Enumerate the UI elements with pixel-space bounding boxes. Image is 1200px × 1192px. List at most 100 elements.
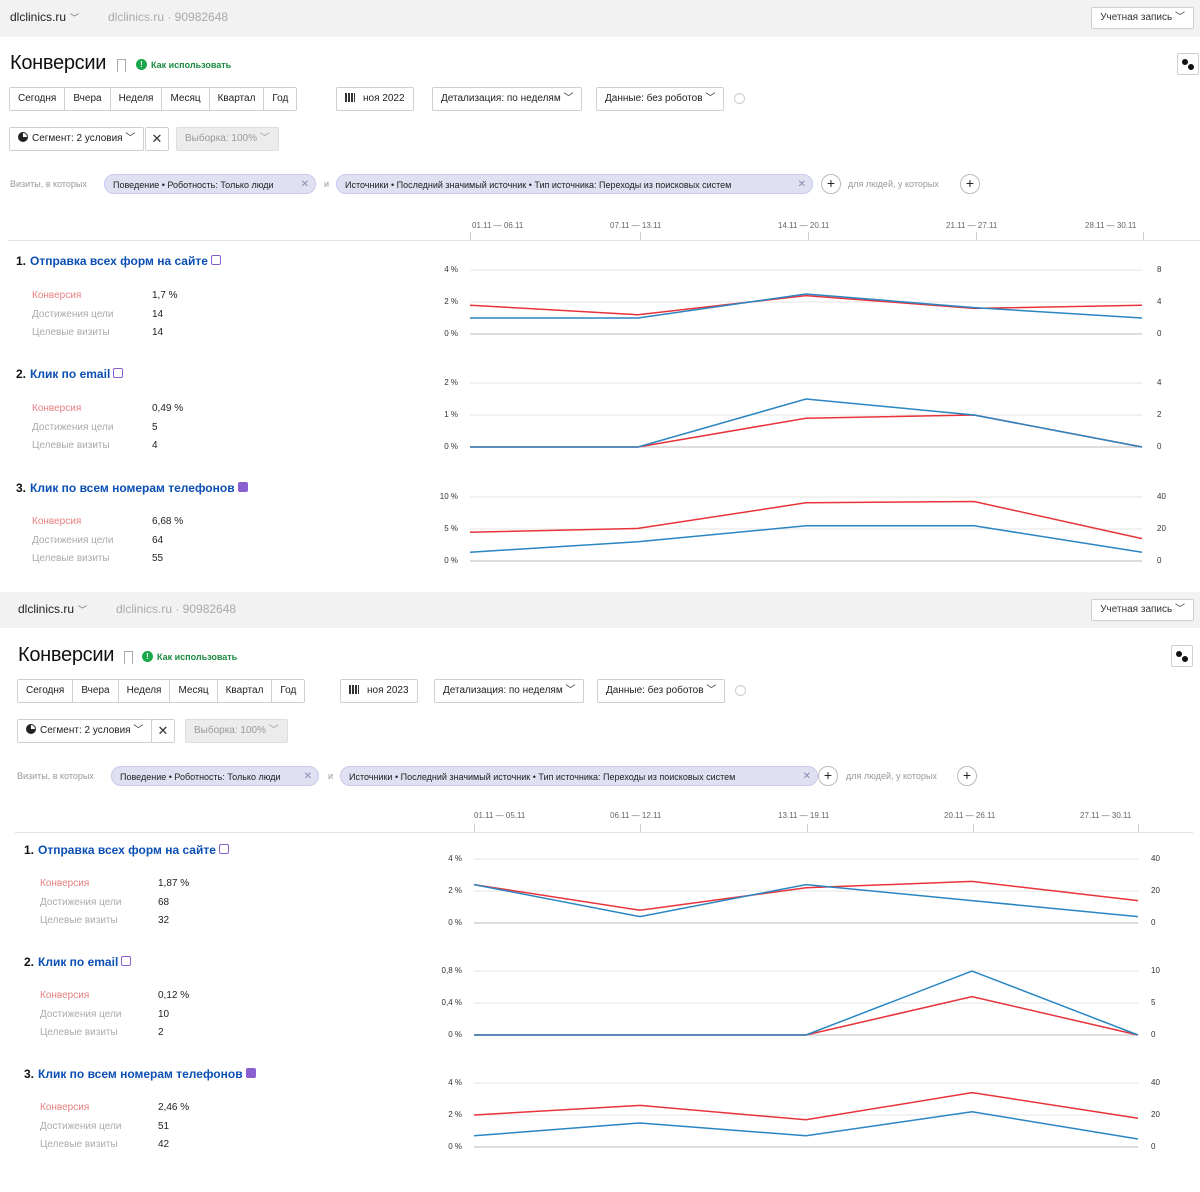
metric-value: 32 — [158, 915, 170, 926]
period-week[interactable]: Неделя — [111, 88, 163, 110]
account-label: Учетная запись — [1100, 604, 1173, 615]
info-icon[interactable] — [734, 93, 745, 104]
week-label: 01.11 — 05.11 — [474, 811, 526, 820]
add-visit-filter-button[interactable]: + — [821, 174, 841, 194]
week-tick — [973, 824, 974, 832]
week-tick — [1143, 232, 1144, 240]
goal-title[interactable]: 3. Клик по всем номерам телефонов — [16, 481, 248, 495]
page-title: Конверсии — [10, 52, 107, 74]
add-people-filter-button[interactable]: + — [957, 766, 977, 786]
period-year[interactable]: Год — [272, 93, 289, 104]
conversion-line — [470, 414, 1143, 448]
bookmark-icon[interactable] — [117, 59, 126, 72]
help-icon[interactable]: ! — [142, 651, 153, 662]
account-button[interactable]: Учетная запись ﹀ — [1091, 599, 1194, 621]
metric-label: Достижения цели — [32, 534, 114, 546]
period-today[interactable]: Сегодня — [18, 680, 74, 702]
period-today[interactable]: Сегодня — [10, 88, 66, 110]
settings-button[interactable] — [1171, 645, 1193, 667]
bookmark-icon[interactable] — [124, 651, 133, 664]
period-yesterday[interactable]: Вчера — [65, 88, 111, 110]
metric-label: Конверсия — [32, 290, 82, 301]
email-icon — [113, 368, 124, 378]
add-people-filter-button[interactable]: + — [960, 174, 980, 194]
close-icon[interactable]: ✕ — [797, 179, 806, 190]
detail-dropdown[interactable]: Детализация: по неделям ﹀ — [434, 679, 585, 703]
visits-label: Визиты, в которых — [10, 179, 87, 189]
chevron-down-icon: ﹀ — [259, 133, 270, 144]
goal-title[interactable]: 1. Отправка всех форм на сайте — [24, 843, 229, 857]
chevron-down-icon: ﹀ — [565, 685, 576, 696]
site-name: dlclinics.ru — [10, 10, 67, 24]
segment-close-button[interactable]: ✕ — [151, 719, 175, 743]
y-left-tick: 10 % — [439, 492, 458, 501]
goal-name: Клик по всем номерам телефонов — [38, 1067, 243, 1081]
y-left-tick: 2 % — [444, 378, 458, 387]
y-right-tick: 20 — [1157, 524, 1166, 533]
period-week[interactable]: Неделя — [119, 680, 171, 702]
filter-chip-behavior[interactable]: Поведение • Роботность: Только люди ✕ — [111, 766, 319, 786]
week-tick — [474, 824, 475, 832]
goal-title[interactable]: 2. Клик по email — [16, 367, 124, 381]
sample-button[interactable]: Выборка: 100% ﹀ — [176, 127, 279, 151]
people-label: для людей, у которых — [846, 771, 937, 781]
site-selector[interactable]: dlclinics.ru ﹀ — [10, 10, 79, 24]
filter-chip-behavior[interactable]: Поведение • Роботность: Только люди ✕ — [104, 174, 316, 194]
y-right-tick: 0 — [1157, 329, 1162, 338]
segment-close-button[interactable]: ✕ — [145, 127, 169, 151]
close-icon[interactable]: ✕ — [802, 771, 811, 782]
period-month[interactable]: Месяц — [170, 680, 218, 702]
reaches-line — [473, 1111, 1139, 1140]
account-button[interactable]: Учетная запись ﹀ — [1091, 7, 1194, 29]
metric-label: Целевые визиты — [32, 440, 110, 451]
date-picker-button[interactable]: ноя 2023 — [340, 679, 418, 703]
segment-button[interactable]: Сегмент: 2 условия ﹀ — [9, 127, 145, 151]
help-icon[interactable]: ! — [136, 59, 147, 70]
y-right-tick: 10 — [1151, 966, 1160, 975]
period-quarter[interactable]: Квартал — [218, 680, 273, 702]
filter-chip-source[interactable]: Источники • Последний значимый источник … — [340, 766, 818, 786]
reaches-line — [469, 525, 1143, 553]
goal-title[interactable]: 1. Отправка всех форм на сайте — [16, 254, 221, 268]
goal-name: Клик по email — [38, 955, 119, 969]
y-right-tick: 4 — [1157, 297, 1162, 306]
period-quarter[interactable]: Квартал — [210, 88, 265, 110]
sample-button[interactable]: Выборка: 100% ﹀ — [185, 719, 288, 743]
metric-label: Достижения цели — [32, 421, 114, 433]
week-label: 27.11 — 30.11 — [1080, 811, 1132, 820]
goal-title[interactable]: 2. Клик по email — [24, 955, 132, 969]
goal-number: 2. — [16, 367, 27, 381]
settings-button[interactable] — [1177, 53, 1199, 75]
goal-chart — [469, 496, 1143, 562]
metric-value: 14 — [152, 308, 164, 320]
goal-title[interactable]: 3. Клик по всем номерам телефонов — [24, 1067, 256, 1081]
goal-name: Отправка всех форм на сайте — [38, 843, 216, 857]
week-label: 06.11 — 12.11 — [610, 811, 662, 820]
info-icon[interactable] — [735, 685, 746, 696]
y-left-tick: 0 % — [444, 442, 458, 451]
y-left-tick: 0 % — [444, 329, 458, 338]
segment-button[interactable]: Сегмент: 2 условия ﹀ — [17, 719, 153, 743]
data-filter-dropdown[interactable]: Данные: без роботов ﹀ — [597, 679, 726, 703]
metric-label: Конверсия — [32, 516, 82, 527]
detail-dropdown[interactable]: Детализация: по неделям ﹀ — [432, 87, 583, 111]
period-month[interactable]: Месяц — [162, 88, 210, 110]
y-right-tick: 5 — [1151, 998, 1156, 1007]
help-link[interactable]: Как использовать — [157, 652, 238, 662]
help-link[interactable]: Как использовать — [151, 60, 232, 70]
period-yesterday[interactable]: Вчера — [73, 680, 119, 702]
add-visit-filter-button[interactable]: + — [818, 766, 838, 786]
metric-value: 64 — [152, 534, 164, 546]
y-right-tick: 40 — [1151, 1078, 1160, 1087]
close-icon[interactable]: ✕ — [300, 179, 309, 190]
goal-chart — [473, 1082, 1139, 1148]
date-picker-button[interactable]: ноя 2022 — [336, 87, 414, 111]
chevron-down-icon: ﹀ — [268, 725, 279, 736]
period-year[interactable]: Год — [280, 685, 297, 696]
metric-label: Целевые визиты — [32, 553, 110, 564]
metric-value: 55 — [152, 553, 164, 564]
filter-chip-source[interactable]: Источники • Последний значимый источник … — [336, 174, 813, 194]
data-filter-dropdown[interactable]: Данные: без роботов ﹀ — [596, 87, 725, 111]
site-selector[interactable]: dlclinics.ru ﹀ — [18, 602, 87, 616]
close-icon[interactable]: ✕ — [303, 771, 312, 782]
